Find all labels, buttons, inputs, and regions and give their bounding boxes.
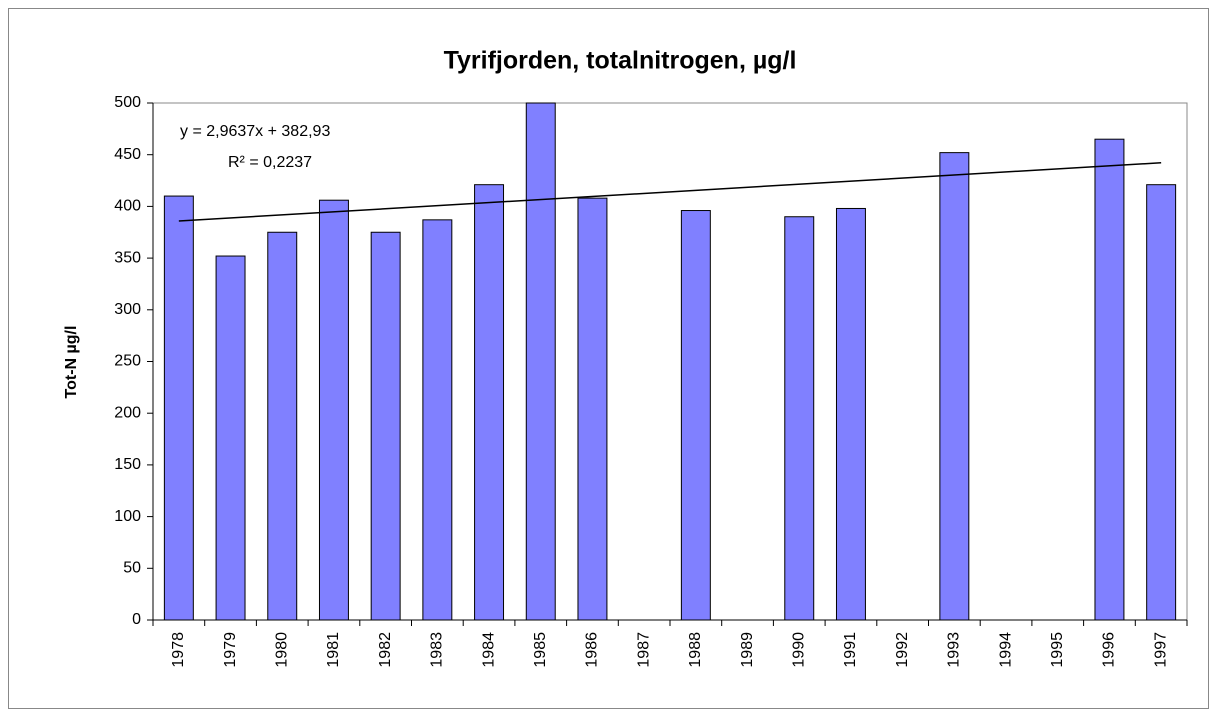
bar <box>680 210 711 621</box>
y-tick-label: 200 <box>114 404 141 421</box>
x-tick-label: 1985 <box>532 632 549 668</box>
y-tick-label: 100 <box>114 508 141 525</box>
x-tick-label: 1981 <box>325 632 342 668</box>
y-tick-label: 250 <box>114 353 141 370</box>
y-tick-label: 350 <box>114 249 141 266</box>
y-tick-label: 400 <box>114 198 141 215</box>
x-tick-label: 1988 <box>687 632 704 668</box>
bar <box>163 195 194 621</box>
bar <box>370 231 401 621</box>
trendline-equation: y = 2,9637x + 382,93 <box>180 123 330 140</box>
x-tick-label: 1992 <box>894 632 911 668</box>
y-tick-label: 150 <box>114 456 141 473</box>
x-tick-label: 1982 <box>377 632 394 668</box>
x-tick-label: 1994 <box>997 632 1014 668</box>
x-tick-label: 1980 <box>273 632 290 668</box>
x-tick-label: 1991 <box>842 632 859 668</box>
x-tick-label: 1984 <box>480 632 497 668</box>
bar <box>318 199 349 621</box>
bar <box>1094 138 1125 621</box>
chart-frame <box>8 8 1209 709</box>
y-tick-label: 500 <box>114 94 141 111</box>
x-tick-label: 1997 <box>1152 632 1169 668</box>
bar <box>835 207 866 621</box>
x-tick-label: 1978 <box>170 632 187 668</box>
trendline-r-squared: R² = 0,2237 <box>228 154 312 171</box>
bar <box>525 102 556 621</box>
x-tick-label: 1993 <box>946 632 963 668</box>
x-tick-label: 1987 <box>635 632 652 668</box>
bar <box>939 152 970 621</box>
x-tick-label: 1989 <box>739 632 756 668</box>
bar <box>474 184 505 621</box>
chart-title: Tyrifjorden, totalnitrogen, µg/l <box>444 47 797 75</box>
bar <box>422 219 453 621</box>
y-tick-label: 450 <box>114 146 141 163</box>
y-tick-label: 50 <box>123 560 141 577</box>
x-tick-label: 1986 <box>584 632 601 668</box>
bar <box>215 255 246 621</box>
x-tick-label: 1996 <box>1101 632 1118 668</box>
bar <box>577 197 608 621</box>
bar <box>784 216 815 621</box>
bar <box>1146 184 1177 621</box>
x-tick-label: 1995 <box>1049 632 1066 668</box>
bar <box>267 231 298 621</box>
trendline <box>178 162 1162 222</box>
y-tick-label: 0 <box>132 611 141 628</box>
x-tick-label: 1979 <box>222 632 239 668</box>
y-tick-label: 300 <box>114 301 141 318</box>
y-axis-label: Tot-N µg/l <box>63 326 80 399</box>
x-tick-label: 1990 <box>790 632 807 668</box>
x-tick-label: 1983 <box>429 632 446 668</box>
